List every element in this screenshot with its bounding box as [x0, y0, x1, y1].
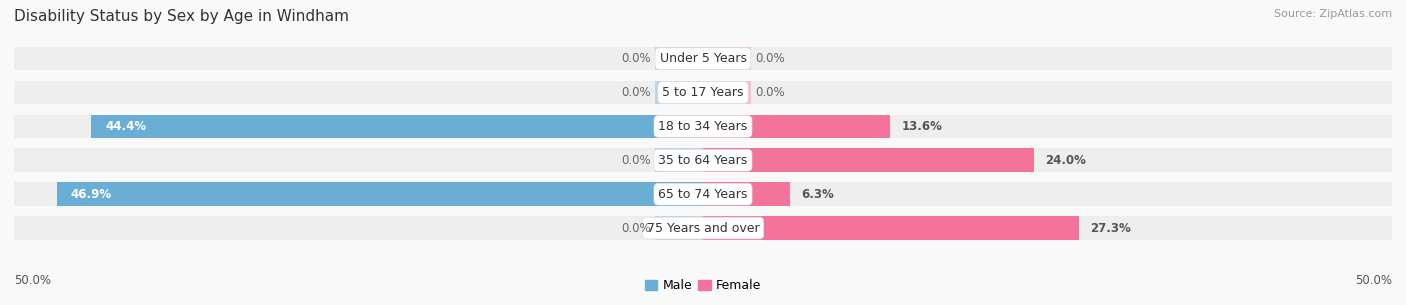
Bar: [703, 182, 790, 206]
Bar: [703, 182, 1392, 206]
Text: 44.4%: 44.4%: [105, 120, 146, 133]
Text: 13.6%: 13.6%: [901, 120, 942, 133]
Text: 0.0%: 0.0%: [621, 221, 651, 235]
Text: 50.0%: 50.0%: [14, 274, 51, 287]
Text: 27.3%: 27.3%: [1090, 221, 1130, 235]
Legend: Male, Female: Male, Female: [640, 274, 766, 297]
Text: 0.0%: 0.0%: [755, 86, 785, 99]
Text: 5 to 17 Years: 5 to 17 Years: [662, 86, 744, 99]
Bar: [703, 81, 751, 104]
Text: Source: ZipAtlas.com: Source: ZipAtlas.com: [1274, 9, 1392, 19]
Text: 0.0%: 0.0%: [621, 86, 651, 99]
Bar: [14, 47, 703, 70]
Bar: [703, 216, 1392, 240]
Bar: [703, 115, 890, 138]
Bar: [14, 115, 703, 138]
Bar: [703, 149, 1033, 172]
Text: 65 to 74 Years: 65 to 74 Years: [658, 188, 748, 201]
Bar: [655, 81, 703, 104]
Text: 18 to 34 Years: 18 to 34 Years: [658, 120, 748, 133]
Bar: [14, 182, 703, 206]
Bar: [14, 149, 703, 172]
Text: 50.0%: 50.0%: [1355, 274, 1392, 287]
Text: 0.0%: 0.0%: [621, 154, 651, 167]
Bar: [703, 115, 1392, 138]
Bar: [14, 216, 703, 240]
Text: 35 to 64 Years: 35 to 64 Years: [658, 154, 748, 167]
Bar: [14, 81, 703, 104]
Bar: [655, 216, 703, 240]
Bar: [703, 47, 1392, 70]
Text: 75 Years and over: 75 Years and over: [647, 221, 759, 235]
Bar: [655, 47, 703, 70]
Text: 0.0%: 0.0%: [755, 52, 785, 65]
Text: Under 5 Years: Under 5 Years: [659, 52, 747, 65]
Bar: [56, 182, 703, 206]
Bar: [703, 81, 1392, 104]
Text: 46.9%: 46.9%: [70, 188, 111, 201]
Bar: [655, 149, 703, 172]
Bar: [703, 216, 1080, 240]
Text: 6.3%: 6.3%: [801, 188, 834, 201]
Text: 24.0%: 24.0%: [1045, 154, 1085, 167]
Text: Disability Status by Sex by Age in Windham: Disability Status by Sex by Age in Windh…: [14, 9, 349, 24]
Bar: [703, 47, 751, 70]
Bar: [703, 149, 1392, 172]
Text: 0.0%: 0.0%: [621, 52, 651, 65]
Bar: [91, 115, 703, 138]
